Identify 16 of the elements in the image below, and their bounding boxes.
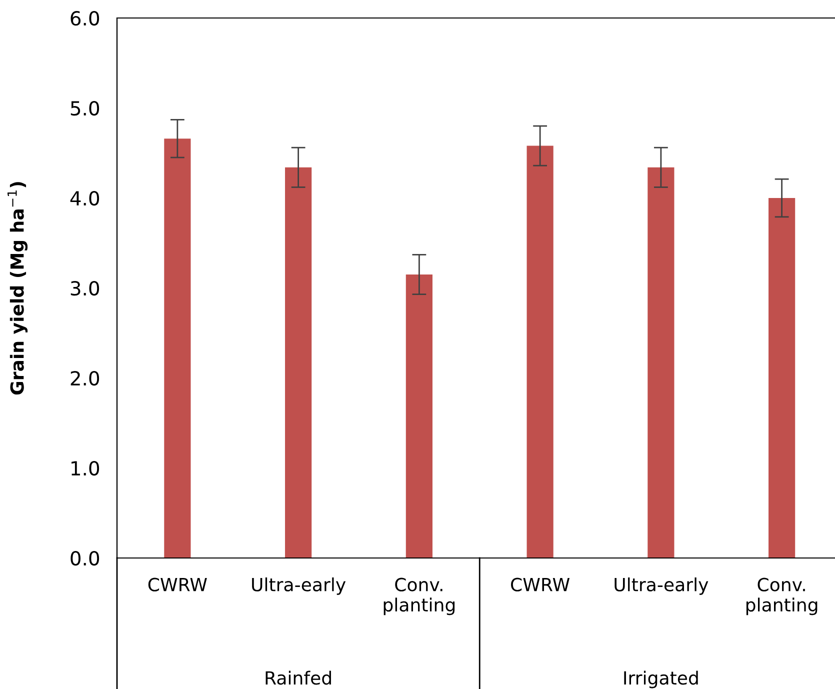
x-tick-label: CWRW — [511, 578, 570, 592]
y-tick-label: 3.0 — [70, 280, 100, 296]
y-tick-label: 2.0 — [70, 370, 100, 386]
x-tick-label: Ultra-early — [614, 577, 708, 595]
y-tick-label: 6.0 — [70, 10, 100, 26]
text: Rainfed — [266, 670, 331, 685]
y-tick-label: 4.0 — [70, 190, 100, 206]
x-tick-label: Ultra-early — [252, 577, 346, 595]
y-tick-label: 0.0 — [70, 550, 100, 566]
y-tick-label: 5.0 — [70, 100, 100, 116]
x-tick-label: Conv. planting — [746, 578, 818, 616]
x-tick-label: Conv. planting — [384, 578, 455, 616]
y-tick-label: 1.0 — [72, 460, 100, 476]
text: Irrigated — [624, 670, 698, 688]
x-tick-label: CWRW — [148, 578, 207, 592]
y-axis-title: Grain yield (Mg ha$^{−1}$) — [8, 182, 28, 395]
